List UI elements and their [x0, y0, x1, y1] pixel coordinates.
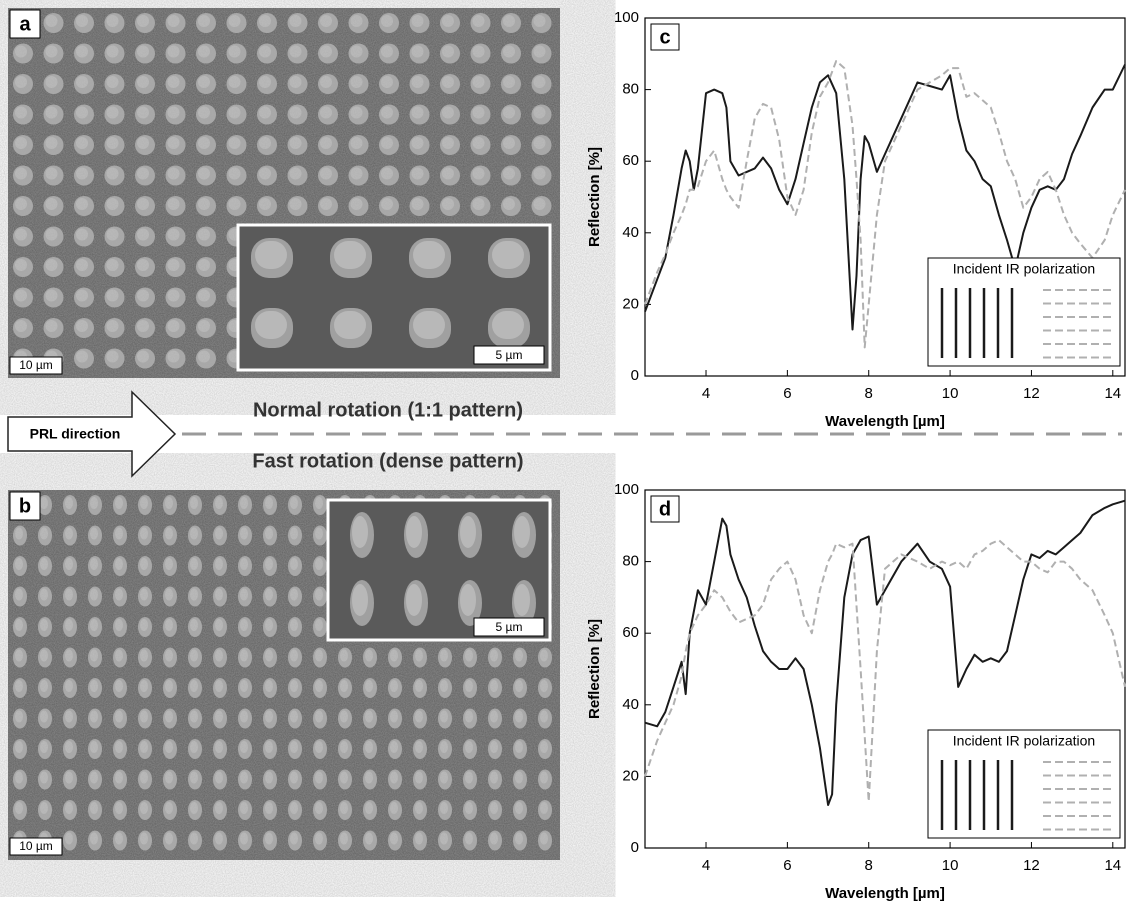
- x-tick-label: 8: [865, 857, 873, 874]
- x-tick-label: 10: [942, 385, 959, 402]
- y-tick-label: 100: [614, 9, 639, 26]
- x-axis-label: Wavelength [µm]: [825, 413, 945, 430]
- y-axis-label: Reflection [%]: [586, 147, 603, 247]
- direction-band: PRL direction Normal rotation (1:1 patte…: [7, 390, 1122, 478]
- legend-title: Incident IR polarization: [953, 261, 1095, 277]
- y-tick-label: 0: [631, 839, 639, 856]
- legend-box: [927, 729, 1121, 839]
- scale-bar: 10 µm: [19, 839, 53, 853]
- series-line: [644, 539, 1126, 803]
- panel-label-box: [650, 23, 680, 51]
- x-tick-label: 10: [942, 857, 959, 874]
- y-axis-label: Reflection [%]: [586, 619, 603, 719]
- series-line: [644, 64, 1126, 331]
- x-tick-label: 8: [865, 385, 873, 402]
- x-tick-label: 4: [702, 857, 710, 874]
- y-tick-label: 60: [622, 152, 639, 169]
- scale-bar: 10 µm: [19, 358, 53, 372]
- series-line: [644, 60, 1126, 349]
- panel-label: d: [659, 498, 671, 520]
- sem-image-b: 5 µm 10 µm b: [8, 490, 560, 860]
- inset-scale-bar: 5 µm: [496, 620, 523, 634]
- y-tick-label: 80: [622, 553, 639, 570]
- y-tick-label: 20: [622, 767, 639, 784]
- x-tick-label: 14: [1104, 385, 1121, 402]
- inset-scale-bar: 5 µm: [496, 348, 523, 362]
- top-text: Normal rotation (1:1 pattern): [253, 399, 523, 421]
- x-tick-label: 14: [1104, 857, 1121, 874]
- y-tick-label: 100: [614, 481, 639, 498]
- sem-image-a: 5 µm 10 µm a: [8, 8, 560, 378]
- x-tick-label: 4: [702, 385, 710, 402]
- y-tick-label: 20: [622, 295, 639, 312]
- x-tick-label: 6: [783, 857, 791, 874]
- legend: Incident IR polarization: [927, 729, 1121, 839]
- y-tick-label: 0: [631, 367, 639, 384]
- chart: 4 6 8 10 12 14 0 20 40 60 80 100 Wavelength [µm] Refl…: [586, 9, 1126, 430]
- legend: Incident IR polarization: [927, 257, 1121, 367]
- chart: 4 6 8 10 12 14 0 20 40 60 80 100 Wavelength [µm] Refl…: [586, 481, 1126, 902]
- legend-box: [927, 257, 1121, 367]
- arrow-label: PRL direction: [30, 426, 121, 442]
- y-tick-label: 80: [622, 81, 639, 98]
- series-line: [644, 499, 1126, 806]
- panel-label: b: [19, 495, 31, 517]
- x-tick-label: 12: [1023, 385, 1040, 402]
- y-tick-label: 60: [622, 624, 639, 641]
- panel-label: c: [659, 26, 670, 48]
- bottom-text: Fast rotation (dense pattern): [252, 450, 523, 472]
- panel-label-box: [650, 495, 680, 523]
- x-axis-label: Wavelength [µm]: [825, 885, 945, 902]
- arrow: [7, 390, 177, 478]
- panel-label: a: [19, 13, 31, 35]
- legend-title: Incident IR polarization: [953, 733, 1095, 749]
- y-tick-label: 40: [622, 696, 639, 713]
- x-tick-label: 6: [783, 385, 791, 402]
- y-tick-label: 40: [622, 224, 639, 241]
- x-tick-label: 12: [1023, 857, 1040, 874]
